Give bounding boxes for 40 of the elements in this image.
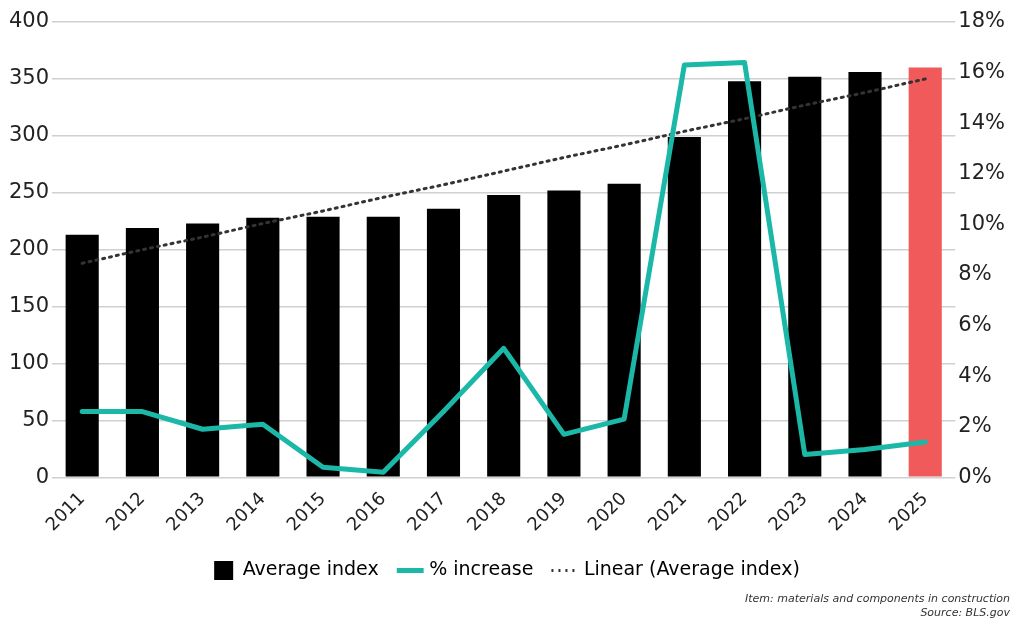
bar — [908, 67, 942, 477]
bar — [426, 208, 461, 477]
y2-tick-label: 10% — [958, 210, 1006, 235]
bar — [487, 195, 521, 477]
y-tick-label: 200 — [8, 236, 50, 261]
y-tick-label: 250 — [8, 179, 50, 204]
y2-tick-label: 4% — [958, 362, 992, 387]
legend-label: % increase — [429, 557, 534, 580]
y2-tick-label: 6% — [958, 312, 992, 337]
y2-tick-label: 8% — [958, 261, 992, 286]
y2-tick-label: 2% — [958, 413, 992, 438]
y2-tick-label: 14% — [958, 109, 1006, 134]
y-tick-label: 400 — [8, 8, 50, 33]
y-tick-label: 300 — [8, 122, 50, 147]
y2-tick-label: 18% — [958, 8, 1006, 33]
bar — [848, 72, 882, 477]
bar — [788, 76, 822, 477]
y2-tick-label: 0% — [958, 463, 992, 488]
bar — [246, 217, 280, 477]
bar — [186, 223, 220, 477]
line-series — [80, 77, 927, 265]
bar — [366, 216, 400, 477]
bar — [306, 216, 340, 477]
legend-label: Average index — [242, 557, 379, 580]
bar — [547, 190, 581, 477]
y-tick-label: 100 — [8, 349, 50, 374]
bar — [667, 136, 701, 477]
y-tick-label: 350 — [8, 65, 50, 90]
text: Item: materials and components in construction — [745, 592, 1010, 606]
y-tick-label: 150 — [8, 293, 50, 318]
bar — [125, 228, 159, 477]
bar — [65, 234, 99, 477]
y-tick-label: 0 — [35, 463, 50, 488]
bar — [607, 183, 641, 477]
source-note: Source: BLS.gov — [919, 606, 1010, 620]
y2-tick-label: 12% — [958, 160, 1006, 185]
bar — [728, 81, 762, 477]
y2-tick-label: 16% — [958, 59, 1006, 84]
y-tick-label: 50 — [22, 406, 50, 431]
legend-label: Linear (Average index) — [583, 557, 800, 580]
